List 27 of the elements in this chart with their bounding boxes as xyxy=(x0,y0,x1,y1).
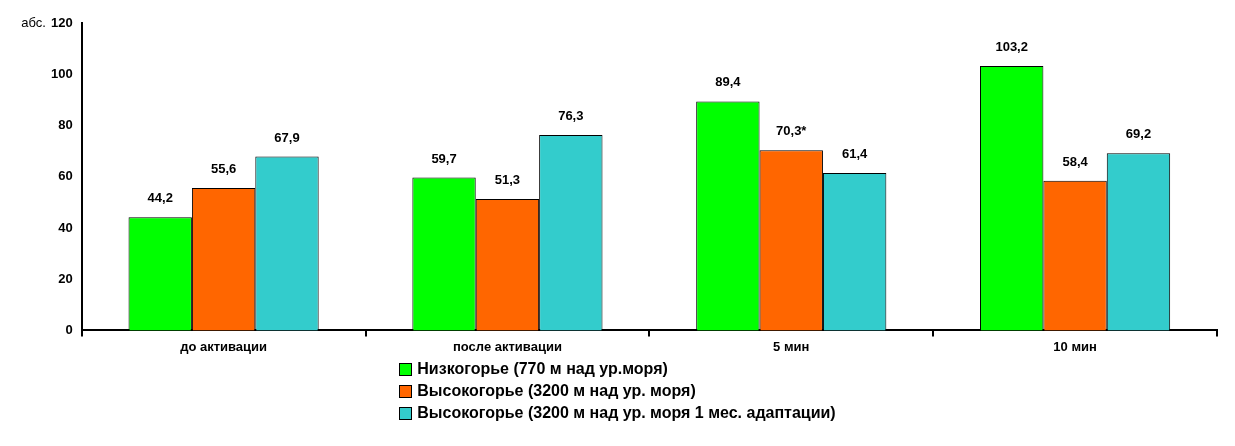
x-tick-label: 10 мин xyxy=(1053,338,1097,354)
data-label: 67,9 xyxy=(274,129,300,145)
data-label: 76,3 xyxy=(558,108,584,124)
data-label: 89,4 xyxy=(715,74,742,90)
data-label: 51,3 xyxy=(494,172,521,188)
legend-label: Высокогорье (3200 м над ур. моря) xyxy=(417,382,696,400)
y-tick-label: 100 xyxy=(50,65,73,81)
data-label: 44,2 xyxy=(147,190,173,206)
data-label: 61,4 xyxy=(841,146,869,162)
legend-label: Низкогорье (770 м над ур.моря) xyxy=(417,360,668,378)
y-tick-label: 0 xyxy=(65,321,73,337)
x-tick-label: после активации xyxy=(452,338,562,354)
x-tick-label: до активации xyxy=(180,338,268,354)
data-label: 55,6 xyxy=(210,161,237,177)
y-tick-label: 60 xyxy=(58,168,73,184)
data-label: 103,2 xyxy=(995,39,1028,55)
y-axis-title: абс. xyxy=(21,14,46,30)
y-tick-label: 20 xyxy=(58,270,73,286)
data-label: 59,7 xyxy=(431,150,457,166)
x-tick-label: 5 мин xyxy=(773,338,810,354)
y-tick-label: 40 xyxy=(58,219,73,235)
data-label: 70,3* xyxy=(776,123,808,139)
y-tick-label: 80 xyxy=(58,117,73,133)
y-tick-label: 120 xyxy=(50,14,73,30)
legend-label: Высокогорье (3200 м над ур. моря 1 мес. адаптации) xyxy=(417,404,836,422)
data-label: 58,4 xyxy=(1062,153,1089,169)
data-label: 69,2 xyxy=(1125,126,1152,142)
